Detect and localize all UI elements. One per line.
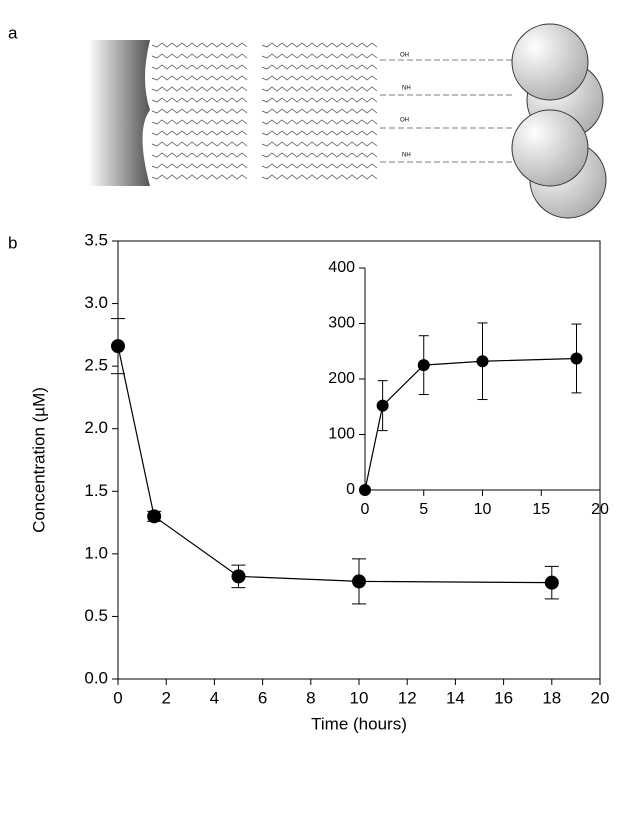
- x-tick-label: 10: [350, 688, 369, 707]
- y-tick-label: 1.0: [84, 543, 108, 562]
- lipid-chains: [151, 42, 512, 180]
- y-tick-label: 0.5: [84, 606, 108, 625]
- atom-label: OH: [400, 118, 409, 124]
- x-axis-label: Time (hours): [311, 714, 407, 733]
- x-tick-label: 15: [532, 501, 550, 518]
- point: [570, 352, 583, 365]
- plot-frame: [117, 240, 601, 680]
- x-tick-label: 4: [210, 688, 219, 707]
- y-tick-label: 1.5: [84, 481, 108, 500]
- y-tick-label: 3.0: [84, 293, 108, 312]
- y-tick-label: 2.5: [84, 356, 108, 375]
- y-tick-label: 0: [346, 481, 355, 498]
- y-tick-label: 400: [328, 259, 355, 276]
- point: [417, 359, 430, 372]
- y-tick-label: 300: [328, 315, 355, 332]
- x-tick-label: 0: [113, 688, 122, 707]
- x-tick-label: 8: [306, 688, 315, 707]
- point: [111, 339, 125, 354]
- y-tick-label: 0.0: [84, 668, 108, 687]
- x-tick-label: 20: [591, 501, 609, 518]
- x-tick-label: 10: [474, 501, 492, 518]
- point: [359, 484, 371, 496]
- atom-label: OH: [400, 53, 409, 59]
- x-tick-label: 6: [258, 688, 267, 707]
- x-tick-label: 18: [542, 688, 561, 707]
- point: [147, 509, 162, 524]
- y-tick-label: 3.5: [84, 230, 108, 249]
- y-tick-label: 2.0: [84, 418, 108, 437]
- x-tick-label: 20: [591, 688, 610, 707]
- panel-label: b: [8, 233, 17, 252]
- point: [376, 399, 389, 412]
- x-tick-label: 2: [161, 688, 170, 707]
- point: [352, 574, 366, 589]
- y-axis-label: Concentration (µM): [29, 387, 48, 533]
- membrane-diagram: OH NH OH NH: [88, 23, 607, 219]
- x-tick-label: 16: [494, 688, 513, 707]
- line: [364, 357, 577, 491]
- point: [231, 569, 246, 584]
- x-tick-label: 0: [361, 501, 370, 518]
- y-tick-label: 100: [328, 426, 355, 443]
- surface: [88, 40, 150, 186]
- panel-label: a: [8, 23, 18, 42]
- x-tick-label: 12: [398, 688, 417, 707]
- x-tick-label: 14: [446, 688, 465, 707]
- atom-label: NH: [402, 153, 411, 159]
- atom-label: NH: [402, 86, 411, 92]
- y-tick-label: 200: [328, 370, 355, 387]
- x-tick-label: 5: [419, 501, 428, 518]
- point: [544, 575, 559, 590]
- point: [476, 355, 489, 368]
